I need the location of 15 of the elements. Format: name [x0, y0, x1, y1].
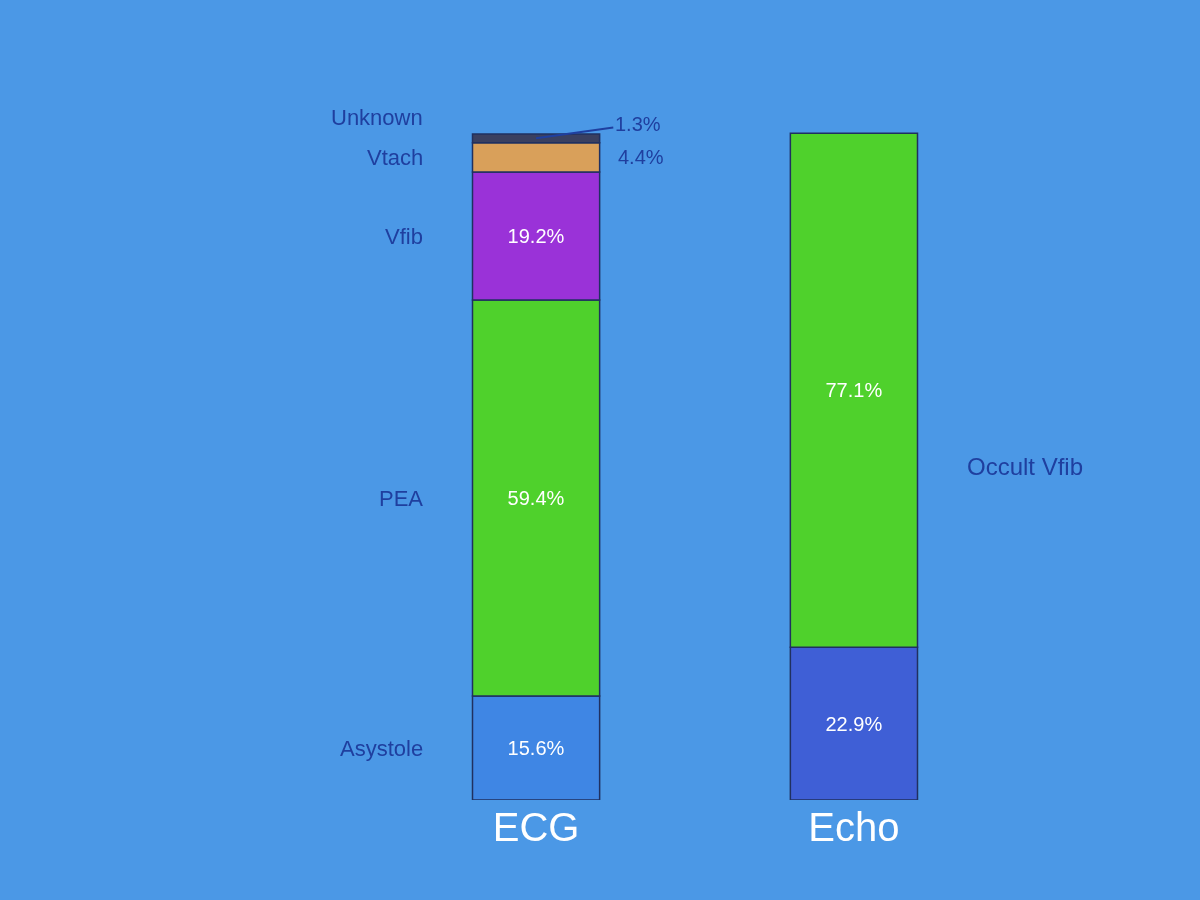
data-label: 15.6%: [507, 737, 565, 759]
text: Vfib: [385, 224, 423, 249]
x-tick-label: Echo: [808, 805, 900, 849]
data-label: 4.4%: [618, 146, 664, 168]
data-label: 19.2%: [507, 225, 565, 247]
data-label: 77.1%: [825, 379, 883, 402]
text: Unknown: [331, 105, 423, 130]
data-label: 1.3%: [615, 113, 661, 135]
x-tick-label: ECG: [492, 805, 580, 849]
text: Vtach: [367, 145, 424, 170]
annotation: Occult Vfib: [967, 453, 1084, 480]
text: PEA: [379, 486, 424, 511]
data-label: 59.4%: [507, 487, 565, 509]
text: Asystole: [340, 736, 424, 761]
data-label: 22.9%: [825, 712, 883, 735]
